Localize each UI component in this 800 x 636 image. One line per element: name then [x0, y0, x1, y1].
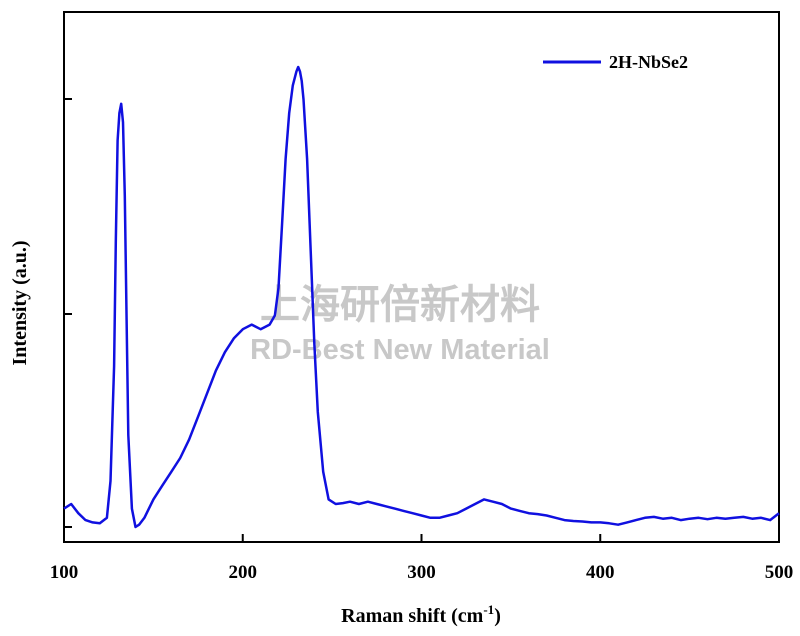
- series-line-2h-nbse2: [63, 65, 780, 529]
- x-axis-ticks: [63, 534, 780, 542]
- x-axis-title: Raman shift (cm-1): [341, 602, 501, 627]
- x-axis-tick-labels: 100 200 300 400 500: [50, 562, 794, 583]
- y-axis-title: Intensity (a.u.): [9, 240, 31, 365]
- plot-frame: [63, 11, 780, 543]
- watermark-chinese: 上海研倍新材料: [260, 282, 540, 328]
- x-tick-label-500: 500: [765, 562, 794, 583]
- y-axis-ticks: [64, 98, 72, 528]
- x-tick-label-400: 400: [586, 562, 615, 583]
- x-tick-label-100: 100: [50, 562, 79, 583]
- x-axis-title-superscript: -1: [483, 602, 494, 617]
- watermark-english: RD-Best New Material: [250, 334, 550, 366]
- x-tick-label-200: 200: [229, 562, 258, 583]
- x-tick-label-300: 300: [407, 562, 436, 583]
- legend-label: 2H-NbSe2: [609, 52, 688, 72]
- legend: 2H-NbSe2: [543, 52, 688, 72]
